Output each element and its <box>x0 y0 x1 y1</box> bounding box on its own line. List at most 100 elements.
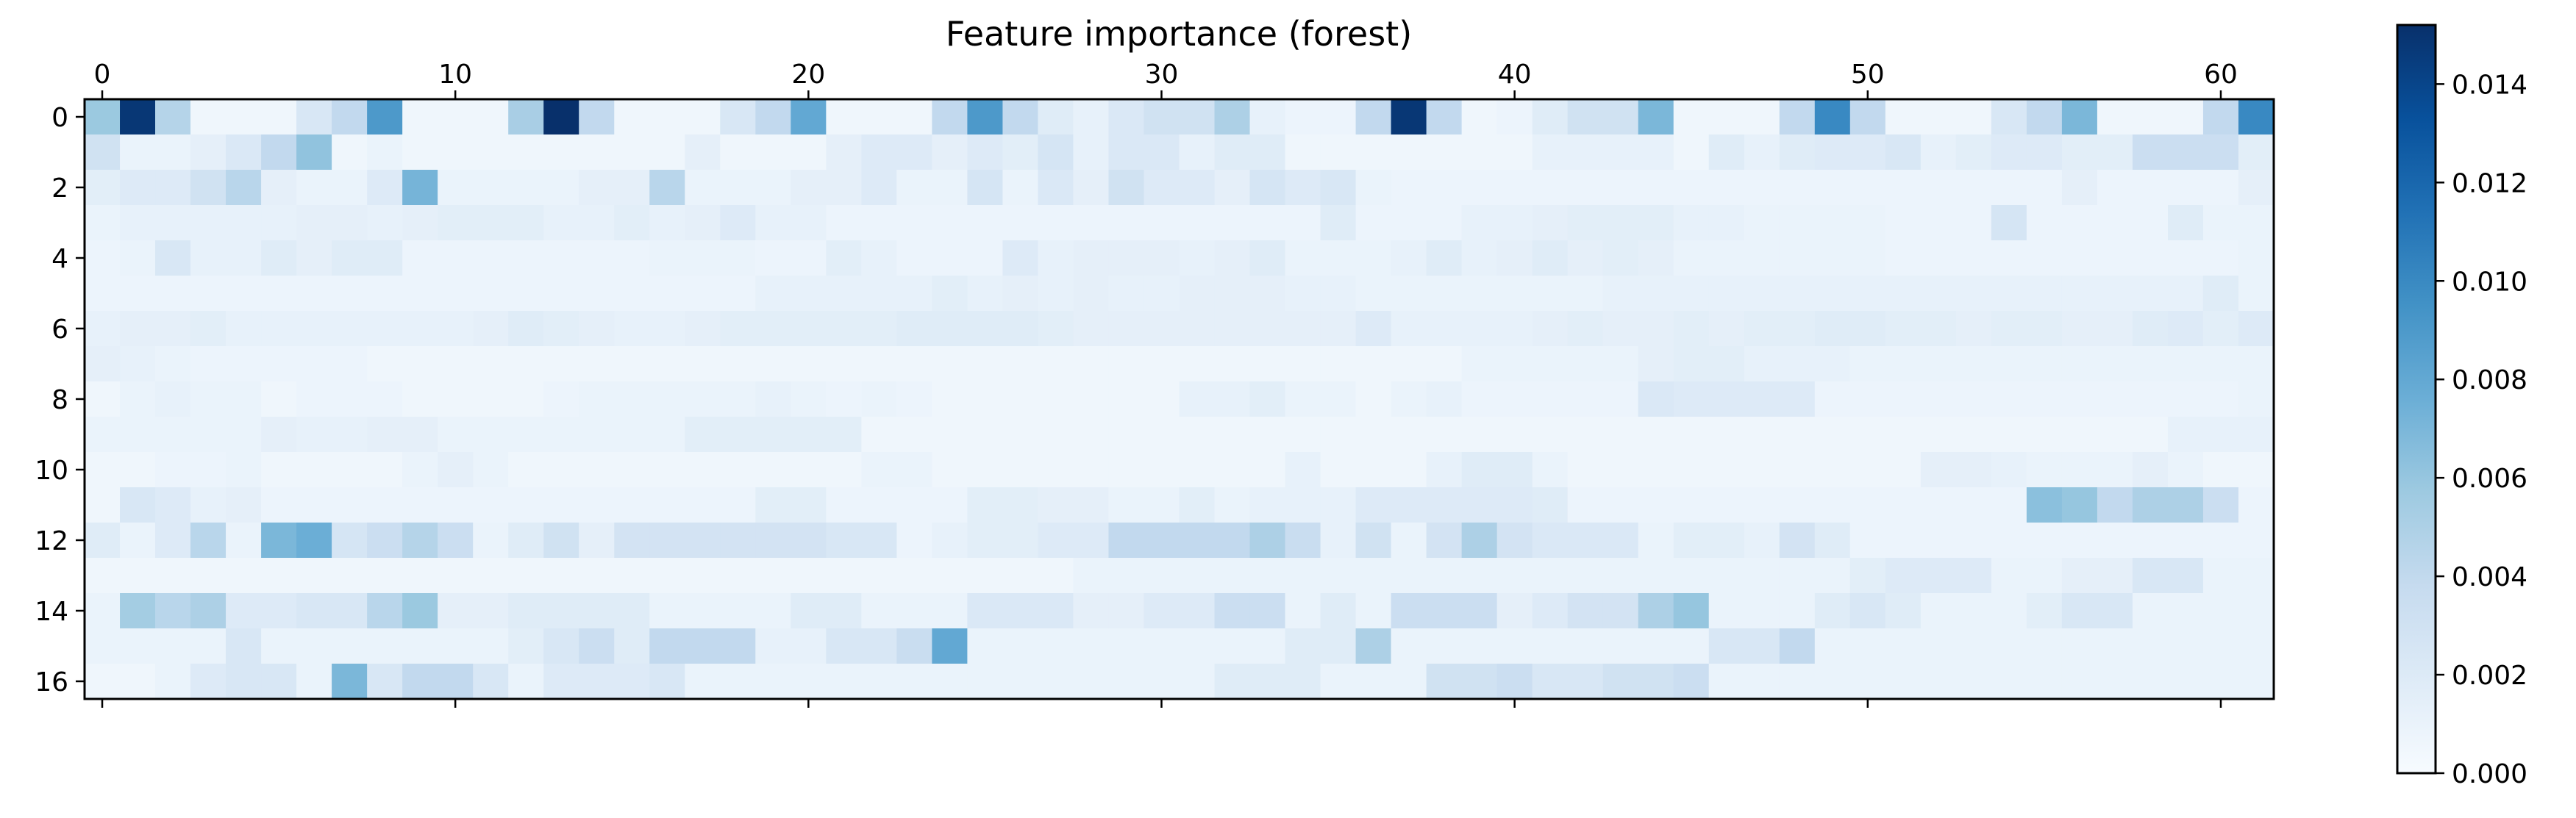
heatmap-cell <box>2097 276 2133 312</box>
heatmap-cell <box>1073 311 1110 347</box>
heatmap-cell <box>685 523 721 559</box>
heatmap-cell <box>473 381 509 417</box>
heatmap-cell <box>932 311 968 347</box>
heatmap-cell <box>367 311 403 347</box>
heatmap-cell <box>614 205 650 241</box>
heatmap-cell <box>1673 558 1710 594</box>
heatmap-cell <box>402 170 438 206</box>
heatmap-cell <box>473 664 509 700</box>
heatmap-cell <box>1461 276 1498 312</box>
heatmap-cell <box>1391 452 1427 488</box>
heatmap-cell <box>155 523 191 559</box>
heatmap-cell <box>155 276 191 312</box>
heatmap-cell <box>1426 664 1463 700</box>
heatmap-cell <box>1038 487 1074 523</box>
y-tick-label: 2 <box>51 173 68 204</box>
heatmap-cell <box>1108 346 1145 382</box>
heatmap-cell <box>2238 381 2274 417</box>
heatmap-cell <box>1673 381 1710 417</box>
heatmap-cell <box>2026 628 2063 664</box>
heatmap-cell <box>791 346 827 382</box>
heatmap-cell <box>579 311 615 347</box>
heatmap-cell <box>190 381 226 417</box>
heatmap-cell <box>1638 628 1674 664</box>
heatmap-cell <box>190 205 226 241</box>
heatmap-cell <box>1426 170 1463 206</box>
heatmap-cell <box>1461 99 1498 135</box>
heatmap-cell <box>402 276 438 312</box>
heatmap-cell <box>473 558 509 594</box>
heatmap-cell <box>2202 664 2239 700</box>
heatmap-cell <box>967 276 1004 312</box>
heatmap-cell <box>438 417 474 453</box>
heatmap-cell <box>932 134 968 171</box>
heatmap-cell <box>1249 628 1286 664</box>
heatmap-cell <box>155 346 191 382</box>
heatmap-cell <box>1073 628 1110 664</box>
heatmap-cell <box>2167 205 2204 241</box>
heatmap-cell <box>1567 523 1604 559</box>
heatmap-cell <box>1249 593 1286 629</box>
heatmap-cell <box>1355 417 1392 453</box>
heatmap-cell <box>861 628 897 664</box>
heatmap-cell <box>543 170 579 206</box>
x-tick-label: 30 <box>1145 60 1179 90</box>
heatmap-cell <box>1955 170 1992 206</box>
heatmap-cell <box>1002 311 1039 347</box>
heatmap-cell <box>1496 628 1533 664</box>
heatmap-cell <box>2097 346 2133 382</box>
heatmap-cell <box>1885 276 1922 312</box>
heatmap-cell <box>1744 99 1780 135</box>
heatmap-cell <box>120 487 156 523</box>
heatmap-cell <box>543 346 579 382</box>
heatmap-cell <box>1920 523 1957 559</box>
heatmap-cell <box>2097 170 2133 206</box>
heatmap-cell <box>1814 558 1851 594</box>
heatmap-cell <box>1391 558 1427 594</box>
heatmap-cell <box>1426 99 1463 135</box>
heatmap-cell <box>261 452 297 488</box>
heatmap-cell <box>649 593 685 629</box>
heatmap-cell <box>1744 593 1780 629</box>
heatmap-cell <box>261 558 297 594</box>
heatmap-cell <box>85 593 121 629</box>
heatmap-cell <box>1038 664 1074 700</box>
heatmap-cell <box>755 99 791 135</box>
heatmap-cell <box>1920 134 1957 171</box>
heatmap-cell <box>438 240 474 276</box>
heatmap-cell <box>1108 381 1145 417</box>
heatmap-cell <box>120 346 156 382</box>
heatmap-cell <box>614 311 650 347</box>
heatmap-cell <box>896 134 932 171</box>
heatmap-cell <box>1179 664 1216 700</box>
heatmap-cell <box>1108 417 1145 453</box>
heatmap-cell <box>1002 628 1039 664</box>
heatmap-cell <box>1779 205 1816 241</box>
heatmap-cell <box>2026 417 2063 453</box>
heatmap-cell <box>1179 381 1216 417</box>
heatmap-cell <box>861 311 897 347</box>
heatmap-cell <box>1355 593 1392 629</box>
heatmap-cell <box>1814 523 1851 559</box>
heatmap-cell <box>1814 381 1851 417</box>
heatmap-cell <box>1567 346 1604 382</box>
heatmap-cell <box>755 417 791 453</box>
heatmap-cell <box>720 593 756 629</box>
colorbar-tick-label: 0.012 <box>2452 168 2527 198</box>
heatmap-cell <box>1391 276 1427 312</box>
heatmap-cell <box>2202 558 2239 594</box>
heatmap-cell <box>1214 240 1251 276</box>
heatmap-cell <box>120 170 156 206</box>
heatmap-cell <box>614 240 650 276</box>
heatmap-cell <box>1849 205 1886 241</box>
heatmap-cell <box>1814 205 1851 241</box>
heatmap-cell <box>1638 99 1674 135</box>
heatmap-cell <box>296 523 332 559</box>
heatmap-cell <box>190 628 226 664</box>
heatmap-cell <box>226 452 262 488</box>
heatmap-cell <box>543 558 579 594</box>
heatmap-cell <box>755 523 791 559</box>
heatmap-cell <box>614 593 650 629</box>
heatmap-cell <box>1249 558 1286 594</box>
heatmap-cell <box>190 346 226 382</box>
